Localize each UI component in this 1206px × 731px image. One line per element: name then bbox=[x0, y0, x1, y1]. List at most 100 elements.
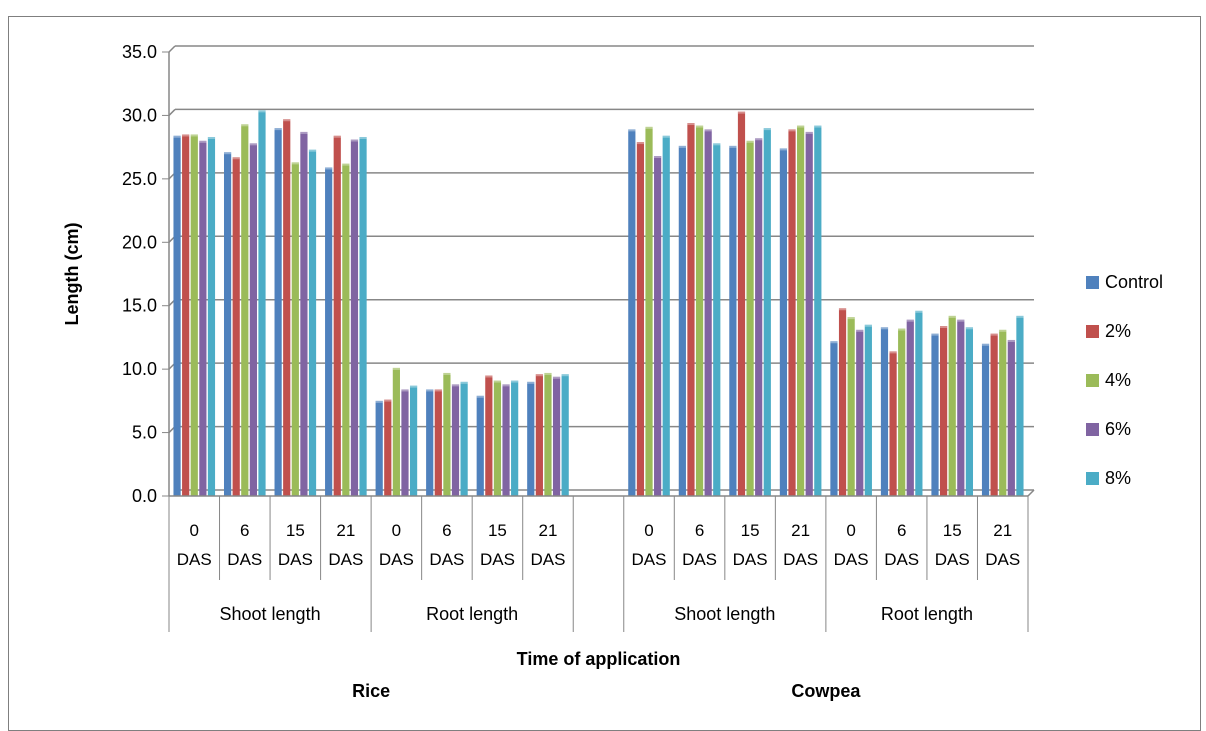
bar bbox=[695, 125, 704, 496]
bar bbox=[190, 134, 198, 496]
legend-swatch bbox=[1086, 423, 1099, 436]
bar bbox=[628, 129, 636, 496]
bar-top bbox=[333, 135, 341, 138]
time-label-number: 0 bbox=[190, 521, 199, 540]
bar bbox=[392, 367, 400, 496]
bar-top bbox=[434, 389, 442, 392]
measure-label: Root length bbox=[426, 604, 518, 624]
bar-top bbox=[552, 376, 561, 379]
bar bbox=[451, 384, 460, 496]
bar bbox=[249, 143, 257, 496]
bar bbox=[241, 124, 249, 497]
bar bbox=[788, 129, 796, 496]
bar bbox=[880, 327, 889, 496]
bar-top bbox=[957, 319, 965, 322]
bar-top bbox=[797, 125, 805, 128]
bar-top bbox=[561, 374, 569, 377]
time-label-unit: DAS bbox=[985, 550, 1020, 569]
bar bbox=[1016, 315, 1024, 496]
bar bbox=[940, 326, 948, 496]
bar-top bbox=[207, 136, 216, 139]
bar bbox=[258, 110, 266, 497]
bar bbox=[687, 123, 695, 496]
bar bbox=[232, 157, 240, 496]
bar bbox=[434, 389, 442, 496]
bar-top bbox=[493, 380, 502, 383]
bar bbox=[931, 333, 939, 496]
crop-label: Cowpea bbox=[791, 681, 861, 701]
bar bbox=[755, 138, 763, 496]
bar bbox=[830, 341, 838, 496]
bar bbox=[990, 333, 998, 496]
bar bbox=[678, 145, 686, 497]
bar bbox=[182, 134, 190, 496]
time-label-unit: DAS bbox=[632, 550, 667, 569]
bar bbox=[654, 156, 662, 496]
bar-top bbox=[999, 329, 1007, 332]
bar-top bbox=[1007, 339, 1015, 342]
gridline bbox=[168, 108, 176, 116]
bar bbox=[965, 327, 974, 496]
bar-top bbox=[199, 140, 207, 143]
bar bbox=[915, 310, 923, 496]
bar bbox=[291, 162, 299, 496]
bar-top bbox=[249, 143, 257, 146]
bar-top bbox=[476, 395, 484, 398]
bar-top bbox=[274, 128, 282, 131]
bar bbox=[805, 131, 813, 497]
bar bbox=[847, 317, 855, 496]
y-tick-label: 35.0 bbox=[122, 42, 157, 62]
time-label-unit: DAS bbox=[682, 550, 717, 569]
bar-top bbox=[535, 374, 543, 377]
time-label-unit: DAS bbox=[177, 550, 212, 569]
bar-top bbox=[291, 162, 299, 165]
bar-top bbox=[308, 149, 317, 152]
bar bbox=[898, 328, 906, 496]
time-label-unit: DAS bbox=[530, 550, 565, 569]
time-label-unit: DAS bbox=[328, 550, 363, 569]
time-label-unit: DAS bbox=[884, 550, 919, 569]
legend-label: 6% bbox=[1105, 419, 1131, 439]
bar-top bbox=[223, 152, 232, 155]
time-label-number: 21 bbox=[336, 521, 355, 540]
bar-top bbox=[426, 389, 434, 392]
bar-top bbox=[325, 167, 333, 170]
bars bbox=[173, 110, 1024, 497]
time-label-number: 15 bbox=[488, 521, 507, 540]
time-label-number: 15 bbox=[741, 521, 760, 540]
y-axis-title: Length (cm) bbox=[62, 223, 82, 326]
bar bbox=[476, 395, 484, 496]
bar bbox=[375, 400, 383, 496]
bar-top bbox=[628, 129, 636, 132]
bar bbox=[779, 148, 788, 496]
bar-top bbox=[1016, 315, 1024, 318]
bar bbox=[814, 125, 822, 496]
bar-top bbox=[704, 129, 712, 132]
bar-top bbox=[678, 145, 686, 148]
y-tick-label: 5.0 bbox=[132, 423, 157, 443]
bar-top bbox=[847, 317, 855, 320]
bar-top bbox=[763, 128, 771, 131]
bar bbox=[333, 135, 341, 496]
crop-label: Rice bbox=[352, 681, 390, 701]
time-label-number: 6 bbox=[897, 521, 906, 540]
bar-top bbox=[940, 326, 948, 329]
bar-top bbox=[880, 327, 889, 330]
bar bbox=[493, 380, 502, 496]
bar-top bbox=[636, 142, 645, 145]
legend-label: 8% bbox=[1105, 468, 1131, 488]
bar bbox=[838, 308, 847, 496]
bar-top bbox=[283, 119, 291, 122]
bar-top bbox=[384, 399, 392, 402]
bar bbox=[948, 315, 956, 496]
bar-top bbox=[451, 384, 460, 387]
bar-top bbox=[755, 138, 763, 141]
time-label-unit: DAS bbox=[379, 550, 414, 569]
bar bbox=[527, 381, 535, 496]
bar bbox=[729, 145, 737, 497]
bar-top bbox=[788, 129, 796, 132]
bar bbox=[746, 140, 754, 497]
bar-top bbox=[300, 131, 308, 134]
bar-top bbox=[241, 124, 249, 127]
